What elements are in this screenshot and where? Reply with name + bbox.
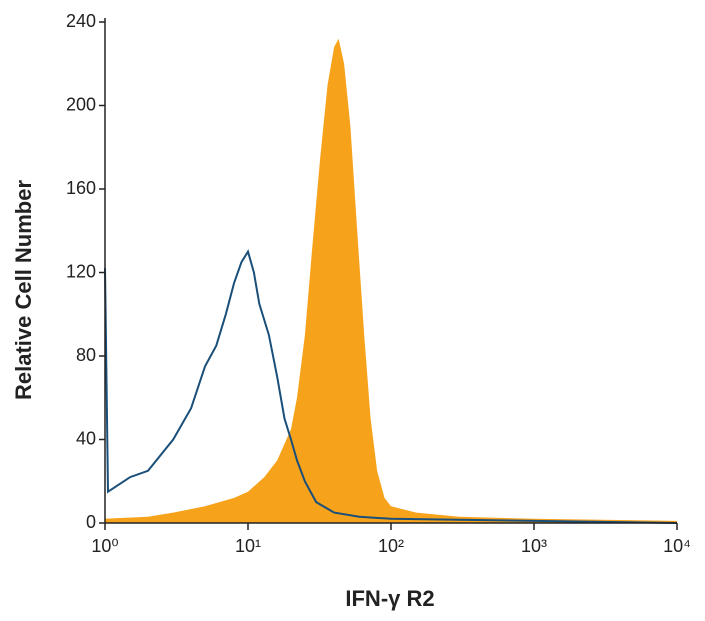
y-tick-label: 40 [76, 428, 96, 448]
x-tick-label: 10² [378, 536, 404, 556]
x-tick-label: 10¹ [235, 536, 261, 556]
histogram-area [105, 38, 677, 523]
y-tick-label: 200 [66, 94, 96, 114]
y-tick-label: 80 [76, 345, 96, 365]
y-tick-label: 120 [66, 261, 96, 281]
x-tick-label: 10⁰ [91, 536, 118, 556]
x-tick-label: 10³ [521, 536, 547, 556]
histogram-outline [104, 249, 678, 524]
x-tick-label: 10⁴ [663, 536, 691, 556]
x-axis-title: IFN-γ R2 [345, 586, 434, 611]
y-axis-title: Relative Cell Number [11, 180, 36, 401]
y-tick-label: 160 [66, 178, 96, 198]
y-tick-label: 0 [86, 512, 96, 532]
y-tick-label: 240 [66, 11, 96, 31]
